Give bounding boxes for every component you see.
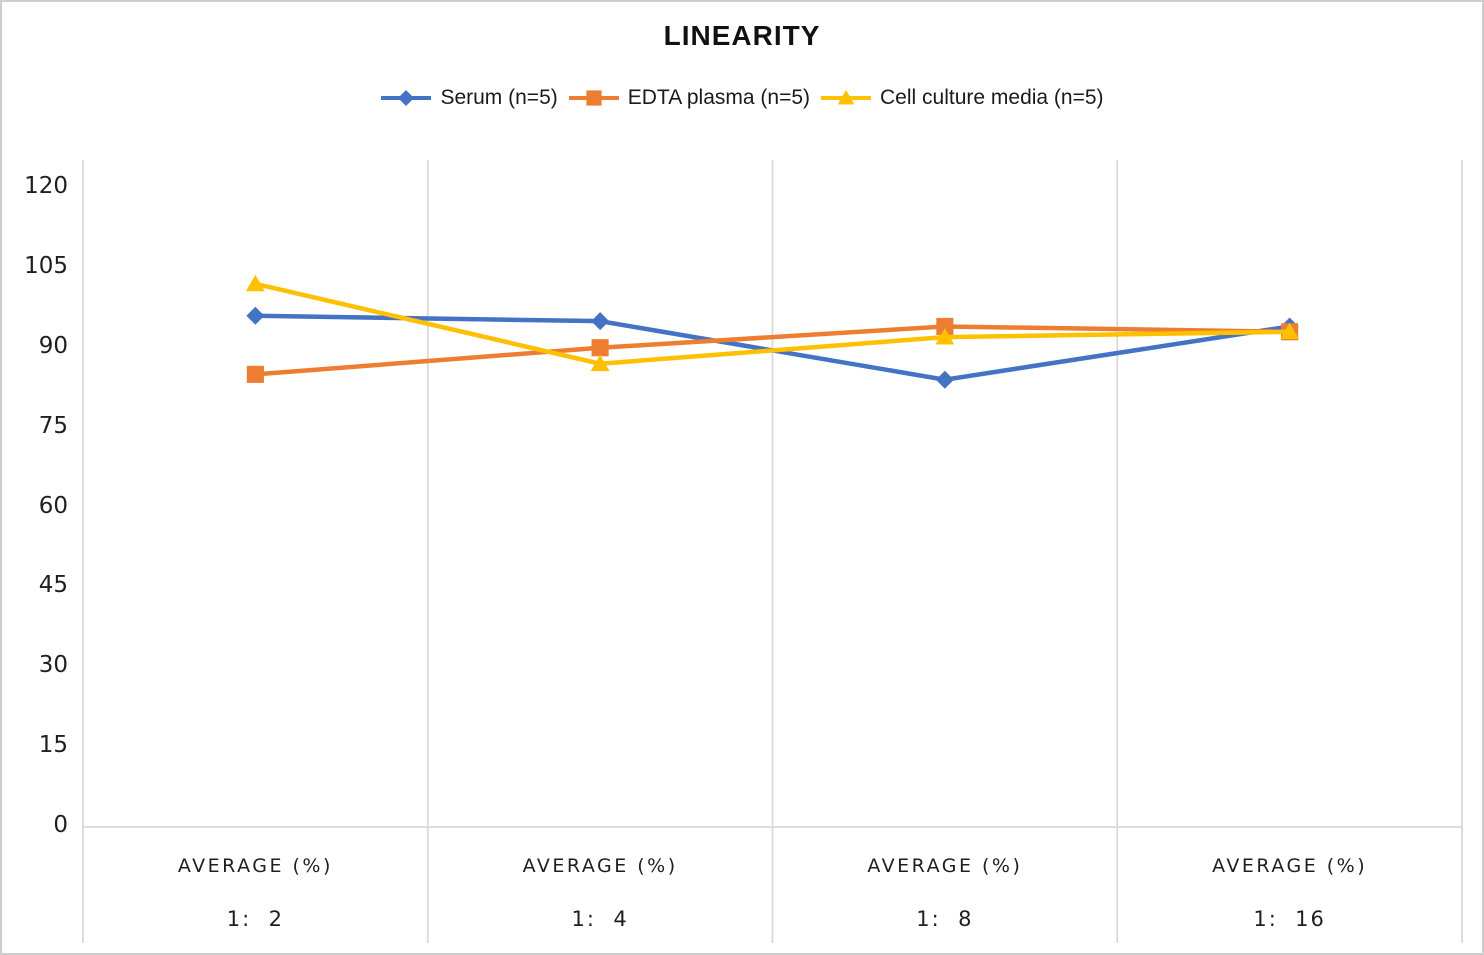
triangle-data-point-marker [1280, 322, 1300, 340]
x-label-dilution-ratio: 1: 4 [571, 907, 629, 931]
legend-marker [837, 90, 855, 105]
triangle-data-point-marker [245, 274, 265, 292]
x-label-header: AVERAGE (%) [1212, 855, 1368, 877]
legend-item-cell-culture-media: Cell culture media (n=5) [820, 86, 1104, 110]
x-label-header: AVERAGE (%) [522, 855, 678, 877]
diamond-data-point-marker [246, 306, 265, 325]
square-data-point-marker [591, 339, 609, 357]
y-tick-label: 90 [38, 332, 68, 359]
x-label-dilution-ratio: 1: 2 [226, 907, 284, 931]
serum-diamond-icon [381, 90, 432, 106]
square-data-point-marker [246, 365, 264, 383]
triangle-data-point-marker [590, 354, 610, 372]
x-label-header: AVERAGE (%) [177, 855, 333, 877]
diamond-data-point-marker [935, 370, 954, 389]
triangle-data-point-marker [935, 328, 955, 345]
y-tick-label: 105 [24, 252, 68, 279]
x-label-dilution-ratio: 1: 16 [1253, 907, 1326, 931]
chart-legend: Serum (n=5) EDTA plasma (n=5) Cell cultu… [2, 86, 1482, 110]
legend-label-serum: Serum (n=5) [440, 86, 558, 109]
square-data-point-marker [936, 317, 954, 335]
legend-label-cell-culture-media: Cell culture media (n=5) [880, 86, 1104, 109]
legend-item-serum: Serum (n=5) [380, 86, 558, 110]
y-tick-label: 60 [38, 492, 68, 519]
y-tick-label: 15 [38, 732, 68, 759]
cell-culture-media-triangle-icon [821, 90, 872, 105]
x-label-header: AVERAGE (%) [867, 855, 1023, 877]
series-line [254, 281, 1290, 366]
y-tick-label: 75 [38, 412, 68, 439]
diamond-data-point-marker [591, 312, 610, 331]
chart-title: LINEARITY [663, 20, 821, 51]
y-tick-label: 45 [38, 572, 68, 599]
series-cell-culture-media-n-5 [245, 274, 1300, 372]
edta-plasma-square-icon [568, 90, 619, 106]
legend-label-edta-plasma: EDTA plasma (n=5) [627, 86, 811, 109]
legend-marker [398, 90, 415, 106]
y-tick-label: 30 [38, 652, 68, 679]
legend-item-edta-plasma: EDTA plasma (n=5) [568, 86, 810, 110]
series-line [255, 324, 1290, 377]
legend-marker [586, 90, 602, 106]
x-label-dilution-ratio: 1: 8 [916, 907, 974, 931]
y-tick-label: 0 [53, 812, 68, 838]
y-tick-label: 120 [24, 173, 68, 199]
